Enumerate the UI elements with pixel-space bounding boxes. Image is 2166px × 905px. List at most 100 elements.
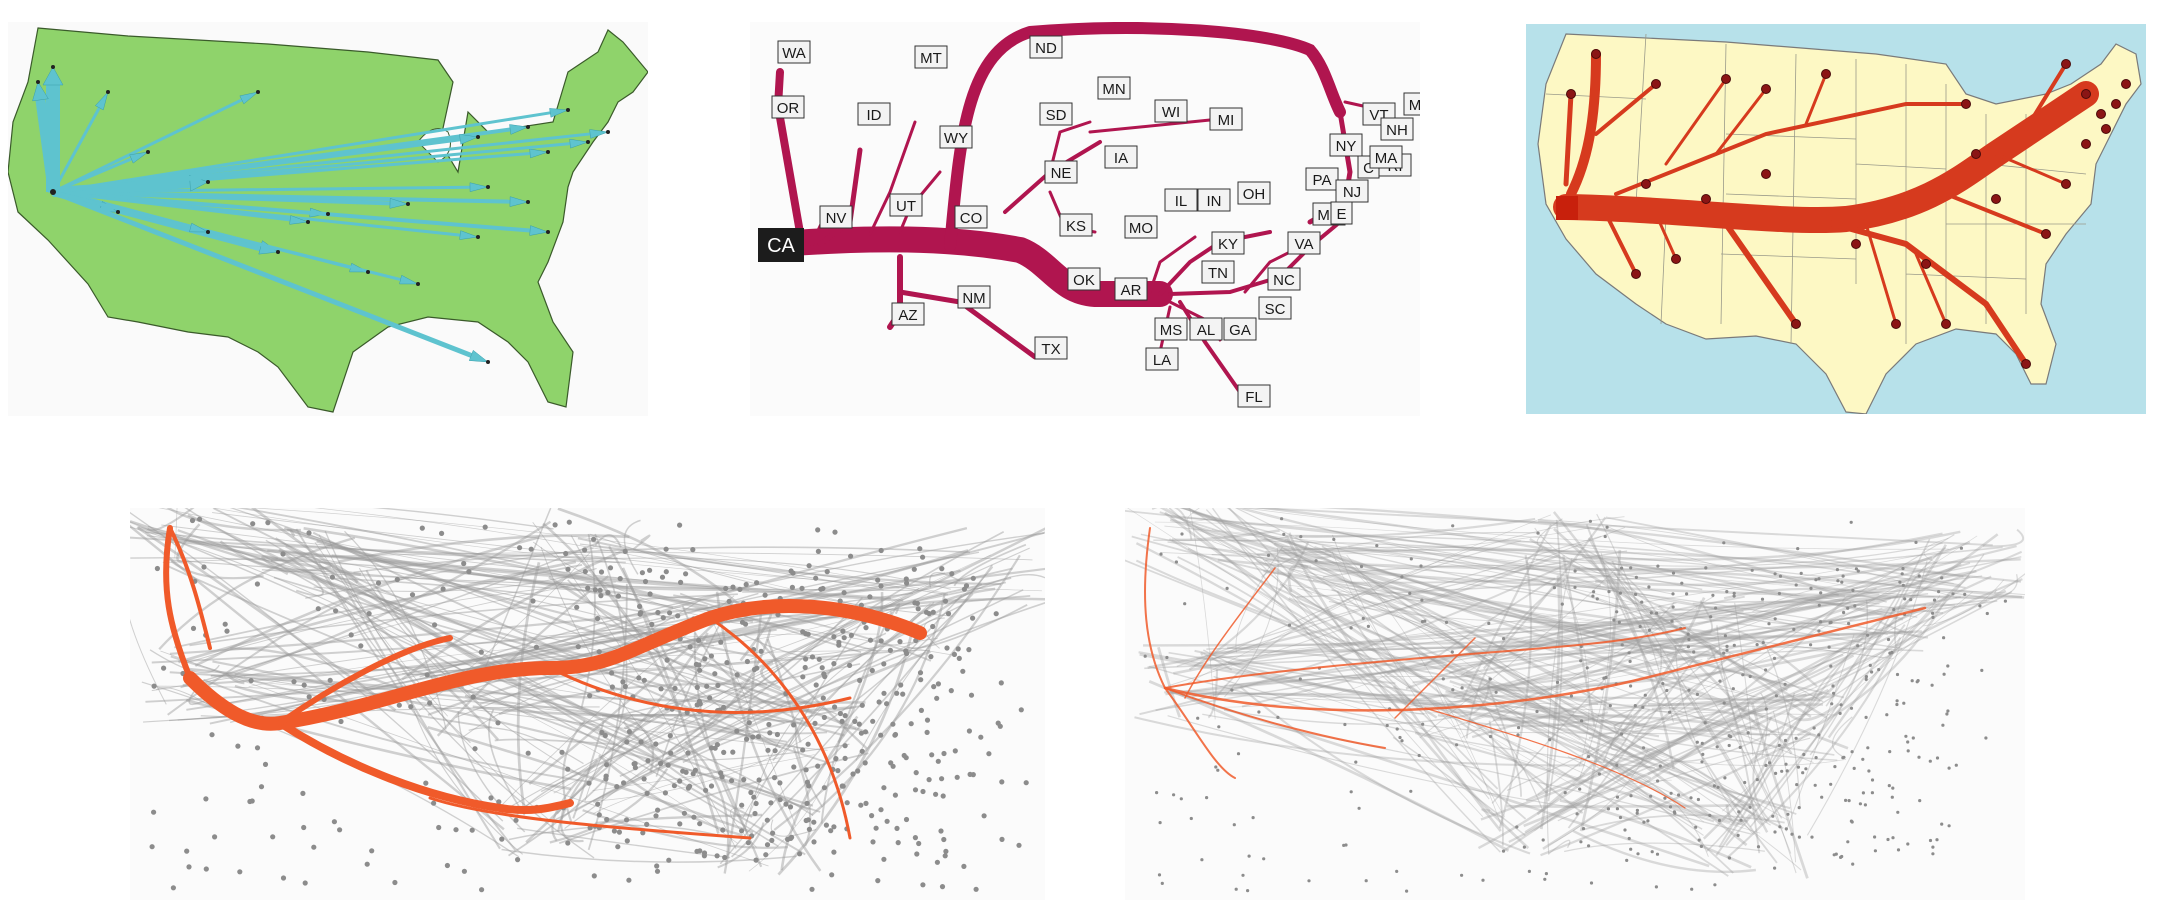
state-label-box-ma [1369,145,1403,169]
gray-edge [476,688,651,723]
gray-edge [1328,600,1675,624]
gray-edge [1524,578,2023,834]
gray-edge [1631,654,1855,734]
gray-edge [1982,528,2024,548]
network-node [852,718,858,724]
gray-edge [1224,676,1471,686]
network-node [875,577,881,583]
network-node [333,608,339,614]
city-dot [146,150,150,154]
gray-edge [314,508,873,610]
network-node [644,821,650,827]
network-node [691,814,697,820]
network-node [765,747,771,753]
gray-edge [1176,550,1628,667]
network-node [758,648,764,654]
network-node [609,670,615,676]
network-node [1623,828,1627,832]
state-label-wi: WI [1162,104,1180,121]
network-node [863,800,869,806]
state-label-mo: MO [1129,220,1153,237]
gray-edge [1631,744,1763,826]
gray-edge [1475,649,1762,692]
state-label-box-id [857,102,891,126]
network-node [1658,764,1662,768]
network-node [1597,772,1601,776]
network-node [513,817,519,823]
gray-edge [166,508,301,532]
network-node [850,771,856,777]
network-node [1786,812,1790,816]
gray-edge [1169,518,1849,750]
gray-edge [167,600,347,716]
network-node [920,554,926,560]
network-node [718,639,724,645]
gray-edge [174,563,583,649]
gray-edge [464,694,809,811]
network-node [1680,581,1684,585]
flow-arrow-head [459,230,479,240]
network-node [942,853,948,859]
gray-edge [130,618,167,705]
network-node [1783,682,1787,686]
network-node [1636,852,1640,856]
gray-edge [1211,529,1935,598]
network-node [873,825,879,831]
gray-edge [1217,558,2023,599]
gray-edge [1409,659,1703,707]
gray-edge [780,715,859,871]
gray-edge [1254,508,1904,621]
network-node [1687,637,1691,642]
network-node [1802,752,1806,757]
network-node [908,721,914,727]
flow-arrow-head [189,222,209,233]
network-node [1736,833,1740,837]
state-label-la: LA [1153,352,1171,369]
network-node [1784,762,1788,766]
gray-edge [1165,598,1875,696]
gray-edge [1647,694,1835,706]
network-node [672,685,678,691]
network-node [918,677,924,683]
gray-edge [1575,544,1669,635]
gray-edge [182,581,616,665]
network-node [751,666,758,673]
network-node [1628,659,1632,663]
gray-edge [1647,699,1751,776]
network-node [1627,651,1631,655]
gray-edge [1955,574,2018,600]
network-node [1704,566,1708,570]
gray-edge [593,757,780,814]
network-node [1773,866,1777,870]
gray-edge [211,508,1042,592]
gray-edge [1706,692,1796,852]
gray-edge [1673,726,1784,763]
gray-edge [1206,593,1929,650]
network-node [828,828,834,834]
network-node [763,852,769,858]
network-node [842,743,848,749]
network-node [620,679,626,685]
network-node [1799,571,1803,575]
network-node [1804,767,1808,771]
network-node [614,784,620,790]
network-node [1450,650,1454,654]
gray-edge [1135,559,1599,706]
gray-edge [1624,590,2013,778]
gray-edge [525,632,709,844]
gray-edge [1523,688,1830,828]
network-node [1517,726,1521,730]
state-label-ky: KY [1218,236,1238,253]
gray-edge [756,637,868,750]
network-node [764,842,771,848]
network-node [423,780,429,786]
gray-edge [210,629,777,677]
gray-edge [676,602,1045,753]
gray-edge [632,534,651,551]
network-node [1773,617,1777,621]
flow-arrow-shaft [51,107,101,193]
network-node [626,877,632,883]
network-node [1481,878,1485,882]
network-node [694,684,700,690]
network-node [1642,820,1646,824]
